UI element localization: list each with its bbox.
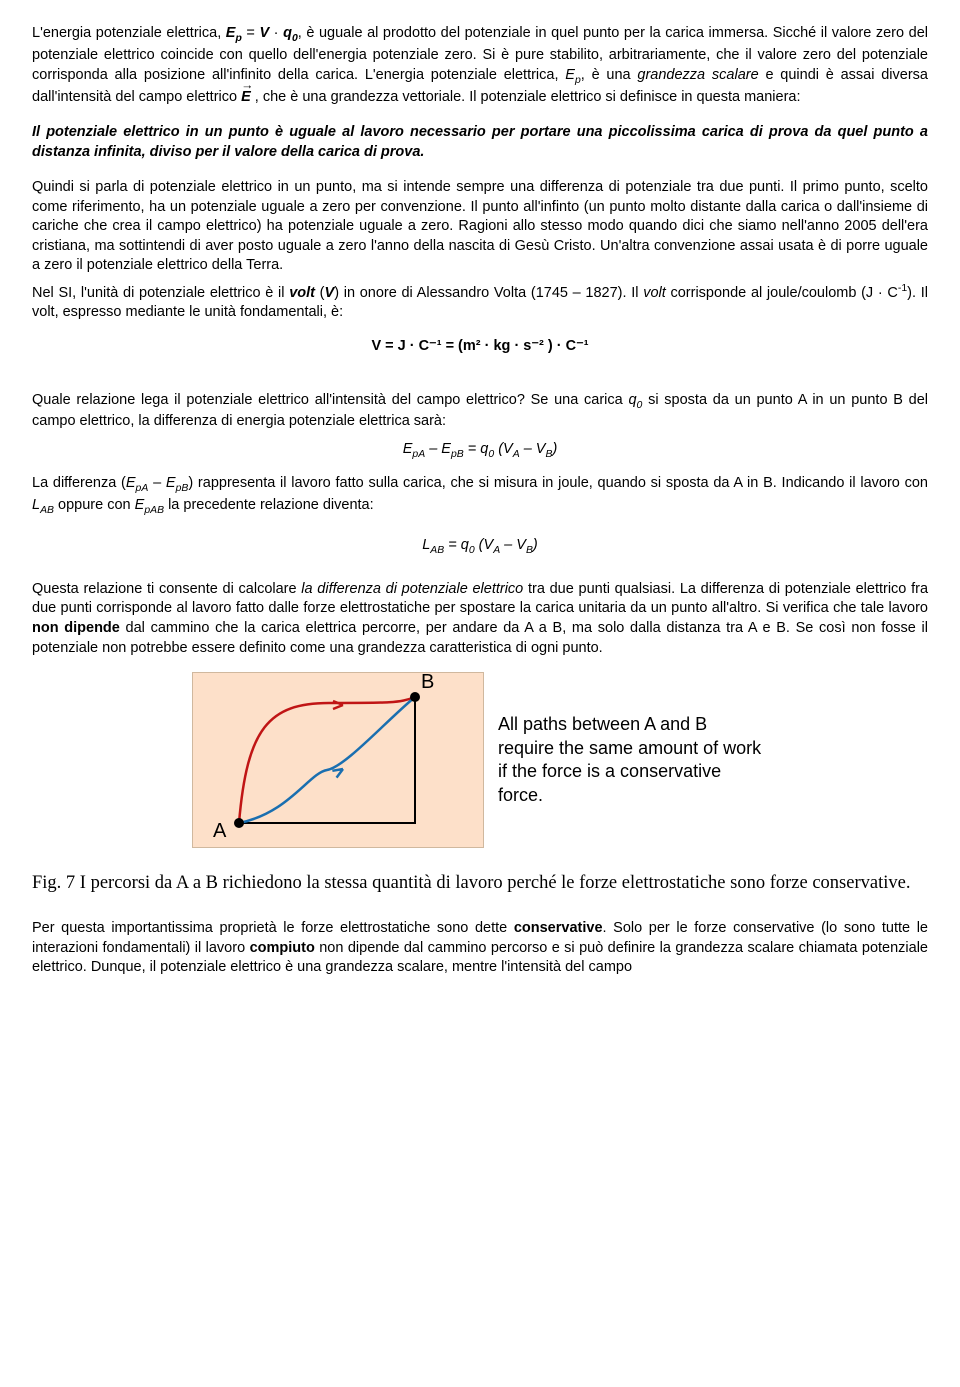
sym-ep: E: [565, 67, 575, 83]
figure-7: A B All paths between A and B require th…: [32, 672, 928, 848]
paragraph-4: La differenza (EpA – EpB) rappresenta il…: [32, 474, 928, 518]
text: L'energia potenziale elettrica,: [32, 25, 226, 41]
text: =: [242, 25, 260, 41]
text: dal cammino che la carica elettrica perc…: [32, 620, 928, 656]
text: Per questa importantissima proprietà le …: [32, 920, 514, 936]
sub: A: [513, 449, 520, 460]
sym: V: [516, 537, 526, 553]
sym: E: [135, 497, 145, 513]
text: –: [425, 441, 441, 457]
sub: AB: [430, 545, 444, 556]
vector-e: E: [241, 88, 251, 108]
paragraph-2b: Nel SI, l'unità di potenziale elettrico …: [32, 282, 928, 323]
sub: pB: [451, 449, 464, 460]
text-bold: non dipende: [32, 620, 120, 636]
text-bold: compiuto: [250, 940, 315, 956]
sym: V: [503, 441, 513, 457]
text: –: [148, 475, 166, 491]
text: –: [500, 537, 516, 553]
sym-v: V: [259, 25, 269, 41]
text: (: [494, 441, 503, 457]
text: =: [464, 441, 481, 457]
text: , che è una grandezza vettoriale. Il pot…: [251, 89, 801, 105]
text-italic: la differenza di potenziale elettrico: [301, 581, 523, 597]
text: (: [315, 285, 325, 301]
text-italic: grandezza scalare: [637, 67, 758, 83]
equation-work: LAB = q0 (VA – VB): [32, 536, 928, 558]
sub: pA: [412, 449, 425, 460]
paths-svg: [193, 673, 483, 847]
sym: E: [403, 441, 413, 457]
text: ) in onore di Alessandro Volta (1745 – 1…: [334, 285, 643, 301]
paragraph-6: Per questa importantissima proprietà le …: [32, 919, 928, 978]
sub: pA: [136, 483, 149, 494]
text: –: [520, 441, 536, 457]
sym: E: [166, 475, 176, 491]
text: ) rappresenta il lavoro fatto sulla cari…: [188, 475, 928, 491]
figure-diagram: A B: [192, 672, 484, 848]
sym: q: [461, 537, 469, 553]
text: Quale relazione lega il potenziale elett…: [32, 392, 628, 408]
sym-q0: q: [628, 392, 636, 408]
definition: Il potenziale elettrico in un punto è ug…: [32, 123, 928, 162]
figure-caption: Fig. 7 I percorsi da A a B richiedono la…: [32, 870, 928, 897]
text: corrisponde al joule/coulomb (J · C: [666, 285, 898, 301]
text: ·: [269, 25, 283, 41]
paragraph-intro: L'energia potenziale elettrica, Ep = V ·…: [32, 24, 928, 107]
text: la precedente relazione diventa:: [164, 497, 374, 513]
sym-V: V: [325, 285, 335, 301]
sub: pAB: [144, 505, 164, 516]
text: Questa relazione ti consente di calcolar…: [32, 581, 301, 597]
paragraph-3: Quale relazione lega il potenziale elett…: [32, 391, 928, 433]
paragraph-2a: Quindi si parla di potenziale elettrico …: [32, 178, 928, 276]
point-label-b: B: [421, 669, 434, 696]
sup: -1: [898, 283, 907, 294]
sym: E: [126, 475, 136, 491]
text: La differenza (: [32, 475, 126, 491]
text: ): [552, 441, 557, 457]
text-bold: conservative: [514, 920, 603, 936]
figure-side-text: All paths between A and B require the sa…: [498, 713, 768, 807]
sub: B: [526, 545, 533, 556]
unit-volt: volt: [289, 285, 315, 301]
text: ): [533, 537, 538, 553]
sub: pB: [176, 483, 189, 494]
text: Nel SI, l'unità di potenziale elettrico …: [32, 285, 289, 301]
sub: AB: [40, 505, 54, 516]
text: =: [444, 537, 461, 553]
point-label-a: A: [213, 818, 226, 845]
text: oppure con: [54, 497, 135, 513]
equation-energy-diff: EpA – EpB = q0 (VA – VB): [32, 440, 928, 462]
sym: L: [32, 497, 40, 513]
equation-units: V = J · C⁻¹ = (m² · kg · s⁻² ) · C⁻¹: [32, 337, 928, 357]
text: (: [475, 537, 484, 553]
unit-volt: volt: [643, 285, 666, 301]
sym: V: [484, 537, 494, 553]
sym: E: [441, 441, 451, 457]
paragraph-5: Questa relazione ti consente di calcolar…: [32, 580, 928, 658]
sym-q0: q: [283, 25, 292, 41]
text: , è una: [581, 67, 638, 83]
